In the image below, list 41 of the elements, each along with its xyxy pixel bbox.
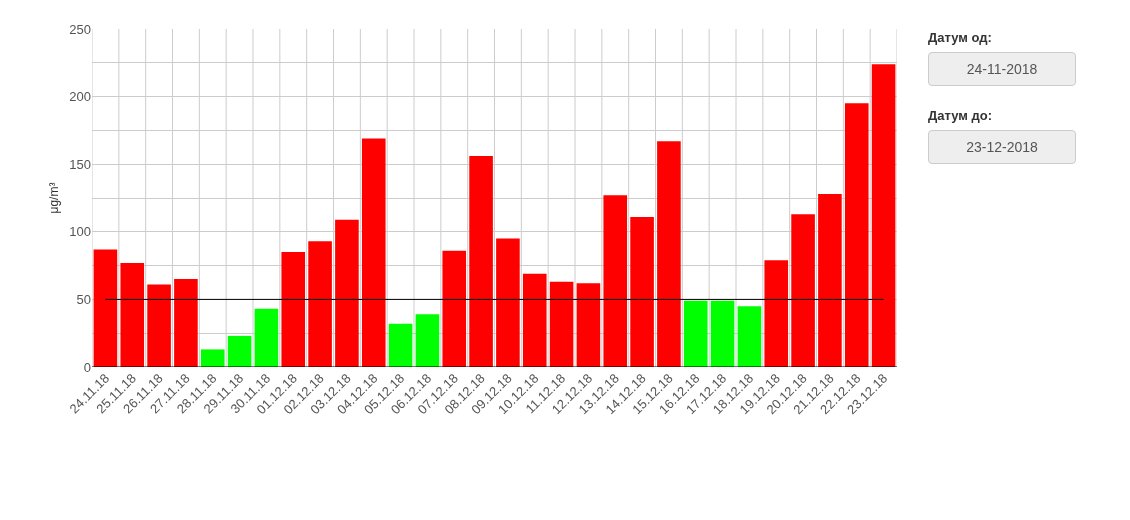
bar (227, 335, 252, 367)
bar (254, 308, 279, 367)
bar (388, 323, 413, 367)
bar (496, 238, 520, 367)
bar (120, 262, 145, 367)
y-tick-label: 250 (69, 21, 91, 37)
bar (415, 314, 440, 367)
date-field: 23-12-2018 (928, 130, 1076, 164)
bar (737, 306, 762, 367)
bar (657, 141, 681, 367)
bar (871, 64, 896, 367)
bar (174, 279, 198, 367)
bar (710, 300, 735, 367)
bar (630, 216, 654, 367)
bar (549, 281, 574, 367)
y-tick-label: 100 (69, 224, 91, 240)
bar (576, 283, 601, 367)
y-tick-label: 50 (76, 291, 91, 307)
text: Датум до: (928, 108, 992, 123)
bar (683, 300, 708, 367)
bar (308, 241, 332, 367)
y-tick-label: 200 (69, 89, 91, 105)
date-field: 24-11-2018 (928, 52, 1076, 86)
text: Датум од: (928, 30, 992, 45)
y-tick-label: 0 (83, 359, 91, 375)
bar (603, 195, 628, 367)
bar (818, 193, 842, 367)
bar (844, 103, 869, 367)
bar (522, 273, 547, 367)
y-axis-title: μg/m³ (47, 182, 61, 214)
bar (469, 156, 493, 367)
bar (764, 260, 789, 367)
bar (200, 349, 225, 367)
bar (335, 219, 359, 367)
bar (93, 249, 118, 367)
bar (442, 250, 467, 367)
bar (281, 252, 306, 367)
bar (361, 138, 386, 367)
bar (791, 214, 815, 367)
bar (147, 284, 171, 367)
y-tick-label: 150 (69, 156, 91, 172)
